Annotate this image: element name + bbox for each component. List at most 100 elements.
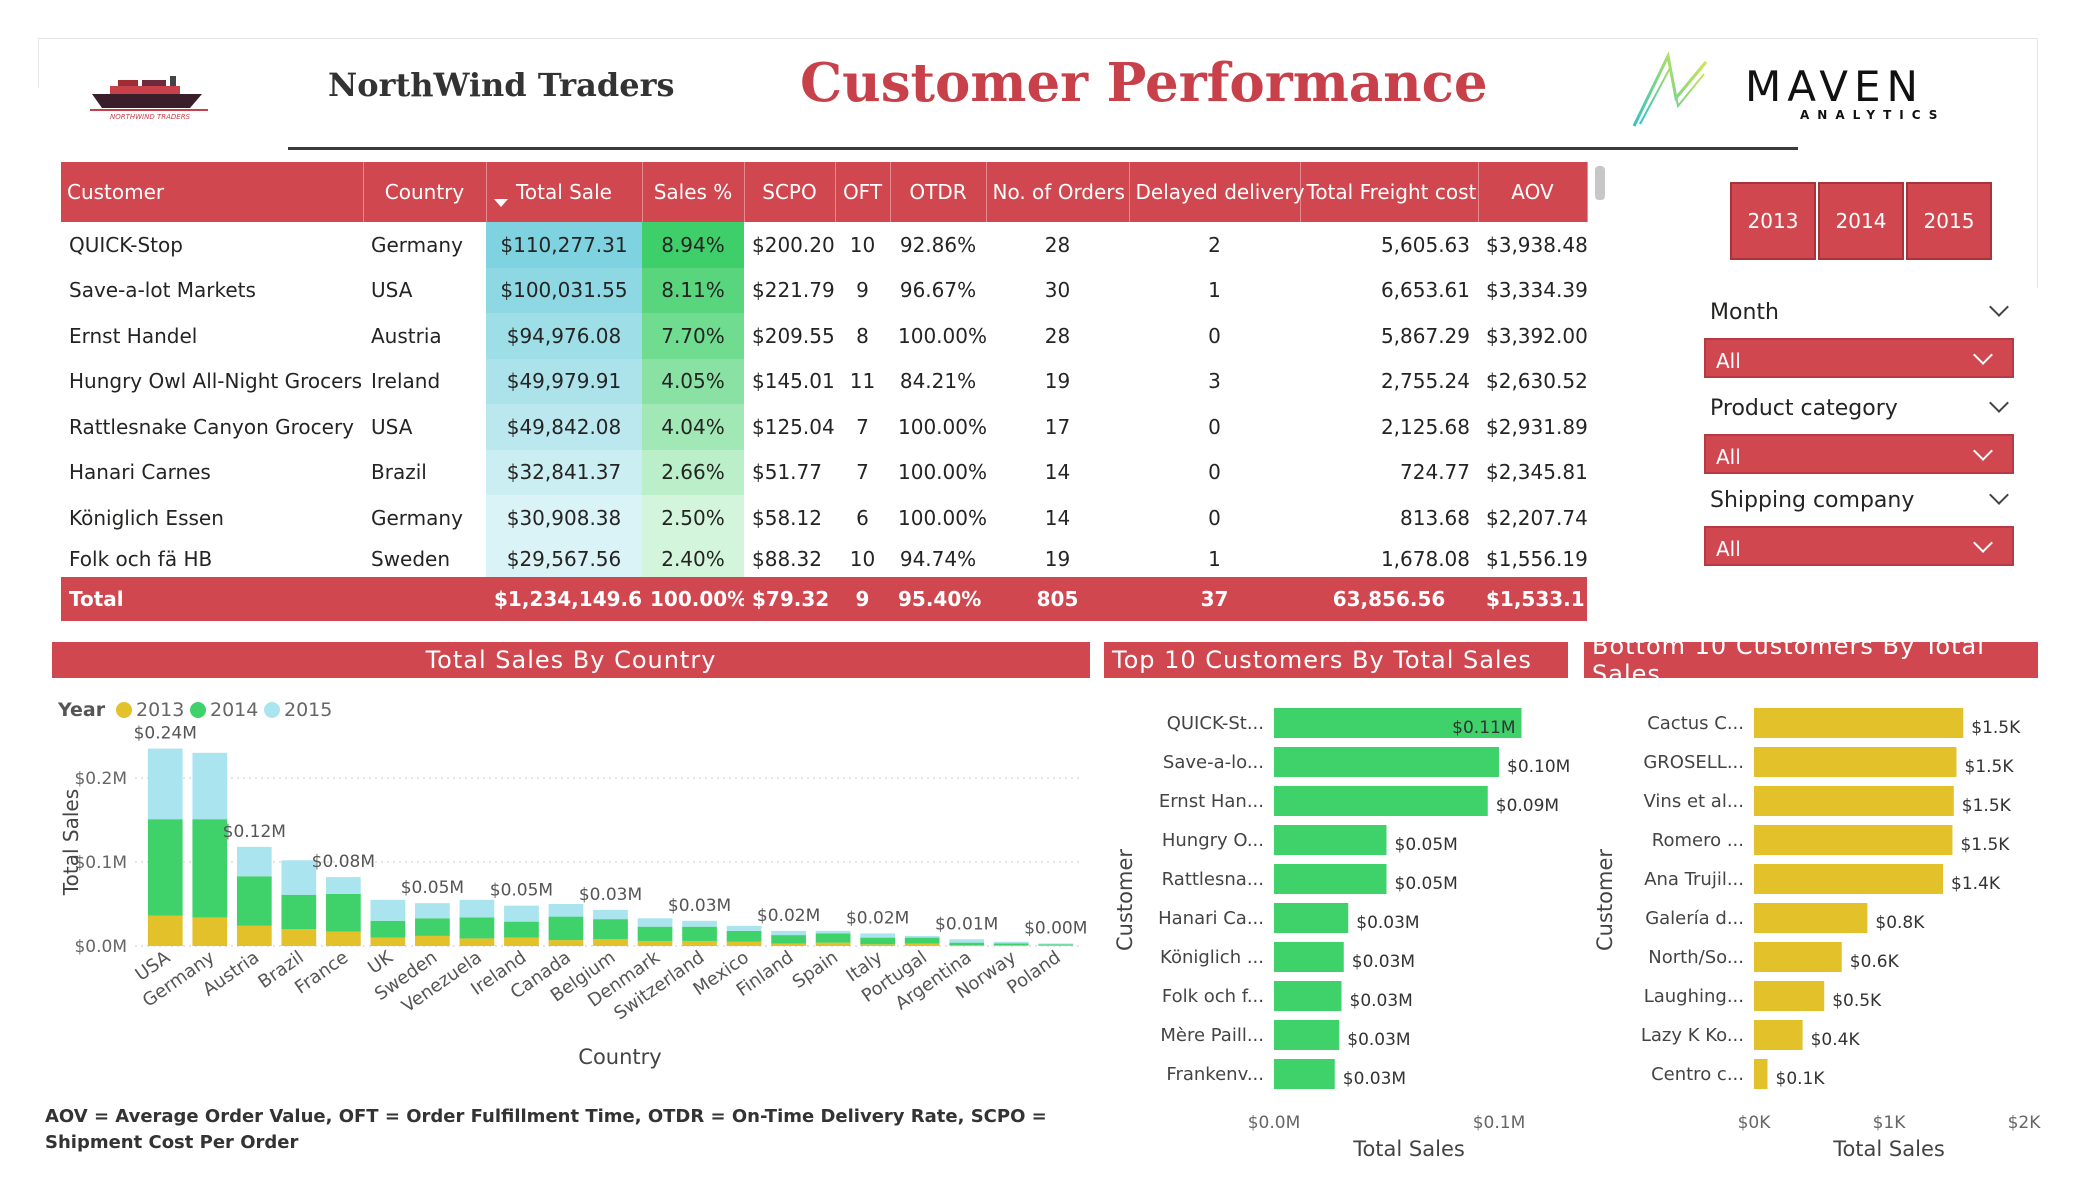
- column-header-otdr[interactable]: OTDR: [890, 162, 987, 222]
- bar-segment: [771, 935, 806, 944]
- bar: [1754, 825, 1953, 855]
- table-row[interactable]: Rattlesnake Canyon Grocery USA $49,842.08 4…: [61, 404, 1587, 450]
- column-header-delayed[interactable]: Delayed delivery: [1129, 162, 1305, 222]
- table-scrollbar[interactable]: [1595, 166, 1605, 200]
- cell-orders: 19: [1044, 546, 1071, 571]
- table-row[interactable]: Ernst Handel Austria $94,976.08 7.70% $209.5…: [61, 313, 1587, 359]
- sort-descending-icon[interactable]: [494, 199, 508, 207]
- cell-freight: 5,867.29: [1380, 323, 1470, 348]
- year-button-2015[interactable]: 2015: [1906, 182, 1992, 260]
- column-header-scpo[interactable]: SCPO: [744, 162, 836, 222]
- year-button-2013[interactable]: 2013: [1730, 182, 1816, 260]
- cell-total-sale: $100,031.55: [486, 267, 642, 313]
- cell-country: Austria: [371, 323, 442, 348]
- bar-segment: [415, 935, 450, 946]
- bar-segment: [860, 944, 896, 946]
- cell-customer: Save-a-lot Markets: [69, 278, 256, 303]
- y-tick-label: $0.1M: [74, 853, 127, 873]
- cell-sales-pct: 2.66%: [642, 449, 744, 495]
- table-row[interactable]: Königlich Essen Germany $30,908.38 2.50% $58…: [61, 495, 1587, 541]
- maven-logo-icon: [1632, 52, 1708, 127]
- category-dropdown[interactable]: All: [1704, 434, 2014, 474]
- bar-segment: [682, 920, 717, 927]
- column-header-customer[interactable]: Customer: [61, 162, 364, 222]
- cell-otdr: 84.21%: [899, 369, 977, 394]
- bar-segment: [459, 917, 495, 939]
- table-row[interactable]: Hungry Owl All-Night Grocers Ireland $49,9…: [61, 358, 1587, 404]
- title-underline: [288, 147, 1798, 150]
- customer-table: Customer Country Total Sale Sales % SCPO…: [61, 162, 1588, 621]
- cell-total-sale: $49,979.91: [486, 358, 642, 404]
- total-freight: 63,856.56: [1300, 576, 1478, 621]
- top10-customers-chart[interactable]: $0.0M $0.1M Total Sales Customer QUICK-St...…: [1104, 682, 1574, 1162]
- bar-segment: [548, 940, 584, 946]
- cell-country: Germany: [371, 232, 463, 257]
- y-tick-label: Galería d...: [1645, 908, 1744, 929]
- bar-segment: [415, 903, 450, 919]
- table-header-row: Customer Country Total Sale Sales % SCPO…: [61, 162, 1588, 222]
- cell-scpo: $58.12: [752, 505, 822, 530]
- bar: [1754, 708, 1964, 738]
- chevron-down-icon[interactable]: [1989, 485, 2009, 505]
- column-header-freight[interactable]: Total Freight cost: [1300, 162, 1479, 222]
- column-header-oft[interactable]: OFT: [835, 162, 891, 222]
- bar-segment: [815, 930, 851, 934]
- column-header-sales-pct[interactable]: Sales %: [642, 162, 745, 222]
- cell-scpo: $145.01: [752, 369, 835, 394]
- column-header-total-sale[interactable]: Total Sale: [486, 162, 643, 222]
- x-tick-label: $0.1M: [1473, 1113, 1526, 1133]
- column-header-orders[interactable]: No. of Orders: [986, 162, 1130, 222]
- x-tick-label: $0.0M: [1248, 1113, 1301, 1133]
- year-button-2014[interactable]: 2014: [1818, 182, 1904, 260]
- x-axis-title: Country: [578, 1045, 661, 1069]
- cell-freight: 2,755.24: [1380, 369, 1470, 394]
- bar-segment: [637, 918, 673, 927]
- logo-subtext: NORTHWIND TRADERS: [110, 113, 191, 121]
- bar: [1274, 825, 1387, 855]
- cell-total-sale: $49,842.08: [486, 404, 642, 450]
- cell-orders: 28: [1044, 323, 1071, 348]
- bottom10-customers-chart[interactable]: $0K $1K $2K Total Sales Customer Cactus C... $…: [1584, 682, 2054, 1162]
- shipping-dropdown[interactable]: All: [1704, 526, 2014, 566]
- table-row[interactable]: Hanari Carnes Brazil $32,841.37 2.66% $51.77…: [61, 449, 1587, 495]
- cell-oft: 11: [849, 369, 876, 394]
- month-dropdown[interactable]: All: [1704, 338, 2014, 378]
- chevron-down-icon: [1973, 533, 1993, 553]
- column-header-country[interactable]: Country: [363, 162, 487, 222]
- column-header-aov[interactable]: AOV: [1478, 162, 1588, 222]
- bar-segment: [993, 941, 1029, 944]
- data-label: $0.03M: [1352, 952, 1415, 972]
- cell-country: Germany: [371, 505, 463, 530]
- bar-segment: [904, 943, 940, 946]
- y-tick-label: Folk och f...: [1162, 986, 1264, 1007]
- cell-oft: 7: [856, 414, 869, 439]
- data-label: $0.05M: [490, 881, 553, 901]
- total-oft: 9: [835, 576, 890, 621]
- data-label: $0.11M: [1452, 718, 1515, 738]
- cell-scpo: $125.04: [752, 414, 835, 439]
- table-row[interactable]: Save-a-lot Markets USA $100,031.55 8.11% $22…: [61, 267, 1587, 313]
- chevron-down-icon: [1973, 345, 1993, 365]
- y-tick-label: Laughing...: [1644, 986, 1744, 1007]
- chevron-down-icon[interactable]: [1989, 297, 2009, 317]
- data-label: $0.03M: [579, 885, 642, 905]
- cell-delayed: 0: [1208, 505, 1221, 530]
- data-label: $0.01M: [935, 914, 998, 934]
- total-otdr: 95.40%: [890, 576, 986, 621]
- chevron-down-icon[interactable]: [1989, 393, 2009, 413]
- cell-aov: $3,938.48: [1486, 232, 1587, 257]
- total-label: Total: [61, 576, 363, 621]
- table-row[interactable]: Folk och fä HB Sweden $29,567.56 2.40% $88.3…: [61, 540, 1587, 577]
- legend-marker: [190, 702, 206, 718]
- top10-chart-title: Top 10 Customers By Total Sales: [1104, 642, 1568, 678]
- y-tick-label: Rattlesna...: [1162, 869, 1264, 890]
- legend-label: 2015: [284, 699, 332, 721]
- bar-segment: [815, 942, 851, 946]
- bar-segment: [949, 942, 985, 946]
- legend-label: 2014: [210, 699, 258, 721]
- cell-aov: $2,345.81: [1486, 460, 1587, 485]
- cell-customer: Hanari Carnes: [69, 460, 211, 485]
- table-row[interactable]: QUICK-Stop Germany $110,277.31 8.94% $200.20…: [61, 222, 1587, 268]
- data-label: $0.10M: [1507, 757, 1570, 777]
